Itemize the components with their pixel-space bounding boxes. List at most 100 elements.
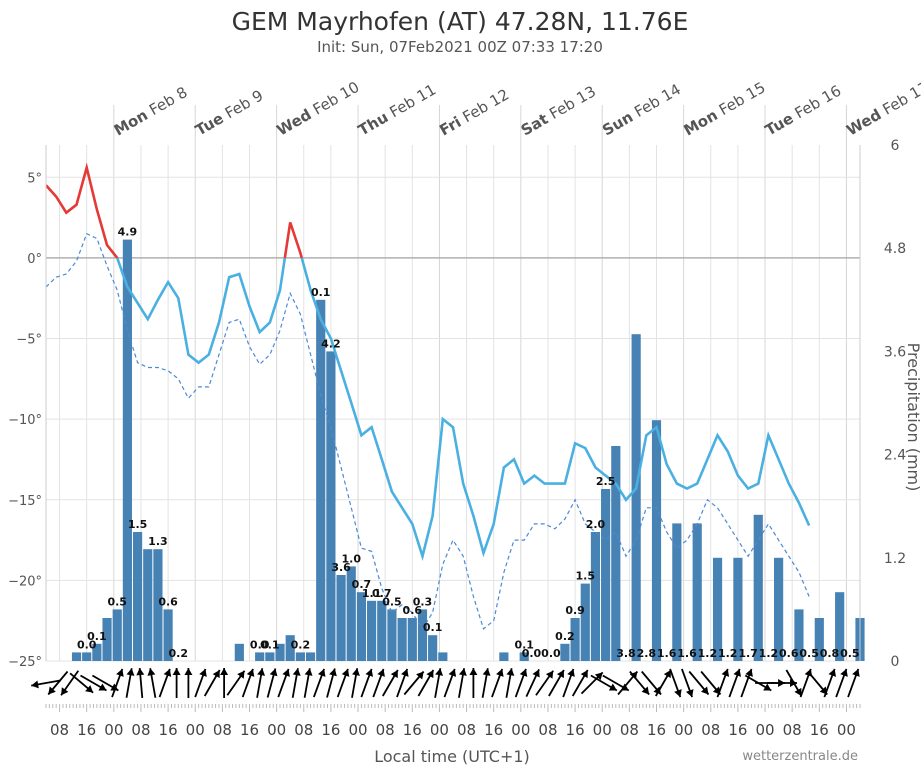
wind-arrow [184,668,193,698]
precip-data-label: 0.1 [514,638,534,651]
x-tick-label: 00 [837,721,856,739]
x-tick-label: 00 [267,721,286,739]
precip-data-label: 1.6 [657,647,677,660]
wind-arrow-head [852,668,860,677]
wind-arrow-head [147,668,156,676]
wind-arrow-head [519,668,528,677]
day-label-date: Feb 12 [455,85,512,128]
y-left-tick-label: −20° [8,574,42,589]
wind-arrow-head [292,668,301,676]
wind-arrow [669,668,682,698]
day-label: Thu Feb 11 [355,80,439,139]
wind-arrow-head [416,671,424,680]
wind-arrow [313,668,326,698]
precip-bar [774,557,784,661]
wind-arrow [60,670,80,696]
precipitation-bars [71,239,865,661]
wind-arrow-head [840,668,848,677]
wind-arrow [382,669,399,697]
x-tick-label: 00 [674,721,693,739]
precip-data-label: 0.6 [779,647,799,660]
wind-arrow-head [199,668,207,677]
wind-arrow [111,668,124,698]
wind-arrow [629,670,650,696]
wind-arrow [443,668,457,698]
precip-bar [570,618,580,661]
wind-arrow-head [435,668,444,676]
x-tick-label: 16 [321,721,340,739]
wind-arrow [417,669,435,697]
y-left-tick-label: 0° [27,252,42,267]
precip-bar [387,609,397,661]
wind-arrow [194,668,207,698]
dewpoint-line [45,232,810,630]
wind-arrow [835,668,848,698]
precipitation-data-labels: 0.00.10.54.91.51.30.60.20.00.1 0.20.14.23… [77,226,860,660]
precip-bar [499,652,509,661]
wind-arrow-head [794,687,802,696]
wind-arrow-head [506,668,515,676]
day-label-date: Feb 13 [542,82,599,125]
wind-arrow-head [220,668,229,675]
precip-data-label: 1.5 [128,518,148,531]
precip-bar [275,643,285,661]
wind-arrow [571,669,589,697]
wind-arrow-head [304,668,313,676]
precip-data-label: 0.0 [250,638,270,651]
day-label: Mon Feb 15 [681,78,769,139]
wind-arrow [372,668,385,698]
x-tick-label: 08 [457,721,476,739]
precip-data-label: 0.1 [311,286,331,299]
wind-arrow-head [733,668,741,677]
wind-arrow [641,670,662,696]
wind-arrow-head [545,670,554,679]
precip-bar [122,239,132,661]
precip-data-label: 0.0 [77,638,97,651]
x-tick-label: 08 [538,721,557,739]
wind-arrow [590,674,618,692]
wind-arrow-head [745,668,753,677]
wind-arrow [548,669,565,697]
y-left-tick-label: −15° [8,494,42,509]
wind-arrow [158,668,172,698]
wind-arrow [434,668,444,698]
wind-arrow [125,668,135,698]
wind-arrow [469,668,478,698]
x-tick-label: 08 [783,721,802,739]
wind-arrow [525,669,540,697]
wind-arrow [351,668,360,698]
precip-data-label: 0.1 [87,630,107,643]
wind-arrow-head [448,668,457,677]
precip-data-label: 0.9 [565,604,585,617]
precip-data-label: 0.5 [799,647,819,660]
wind-arrow-head [136,668,145,676]
x-tick-label: 08 [620,721,639,739]
wind-arrow-head [482,668,491,676]
day-label: Sun Feb 14 [599,80,684,139]
credit-text: wetterzentrale.de [742,749,858,764]
precip-bar [265,652,275,661]
wind-arrow [91,674,119,692]
precip-bar [367,600,377,661]
precip-bar [153,549,163,661]
wind-arrow-head [556,670,564,679]
y-right-axis-label: Precipitation (mm) [904,343,921,492]
wind-arrow-head [237,670,245,679]
y-right-tick-label: 2.4 [884,448,906,464]
wind-arrow [136,667,145,699]
precip-bar [112,609,122,661]
y-left-tick-label: −5° [16,333,42,348]
wind-arrow [688,670,710,696]
wind-arrow-head [116,668,124,677]
precip-data-label: 0.2 [555,630,575,643]
wind-arrow [226,670,246,696]
precip-bar [519,652,529,661]
precip-bar [397,618,407,661]
day-label-date: Feb 9 [218,86,267,124]
x-tick-label: 00 [511,721,530,739]
wind-arrow-head [663,670,671,679]
precip-data-label: 0.5 [382,595,402,608]
precip-data-label: 1.3 [148,535,168,548]
precip-bar [295,652,305,661]
precip-bar [346,566,356,661]
